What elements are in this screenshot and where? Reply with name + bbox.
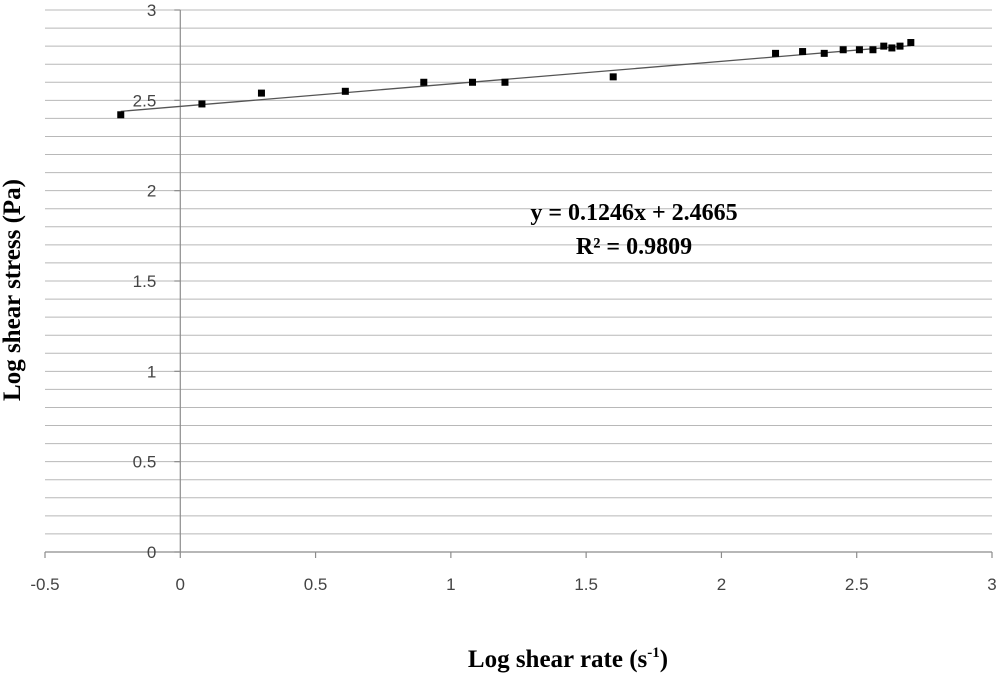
x-tick-label: 2.5 bbox=[845, 575, 869, 594]
x-tick-label: -0.5 bbox=[30, 575, 59, 594]
trendline bbox=[120, 44, 911, 112]
data-point bbox=[888, 44, 896, 52]
data-point bbox=[820, 49, 828, 57]
y-tick-label: 1 bbox=[147, 362, 156, 381]
axes bbox=[44, 9, 993, 558]
data-point bbox=[420, 78, 428, 86]
y-tick-label: 2 bbox=[147, 182, 156, 201]
data-points bbox=[117, 39, 915, 119]
y-tick-label: 3 bbox=[147, 1, 156, 20]
r-squared-label: R² = 0.9809 bbox=[576, 234, 692, 260]
x-tick-label: 2 bbox=[717, 575, 726, 594]
data-point bbox=[609, 73, 617, 81]
y-tick-label: 1.5 bbox=[133, 272, 157, 291]
data-point bbox=[469, 78, 477, 86]
trendline-group bbox=[120, 44, 911, 112]
x-tick-label: 1 bbox=[446, 575, 455, 594]
x-axis-title-close: ) bbox=[660, 646, 668, 673]
y-tick-label: 0 bbox=[147, 543, 156, 562]
data-point bbox=[799, 48, 807, 56]
x-axis-title-superscript: -1 bbox=[647, 645, 660, 661]
tick-labels: -0.5 0 0.5 1 1.5 2 2.5 3 0 0.5 1 1.5 2 2.5 3 bbox=[30, 1, 996, 594]
y-tick-label: 2.5 bbox=[133, 91, 157, 110]
x-tick-label: 0.5 bbox=[304, 575, 328, 594]
grid-lines bbox=[45, 9, 992, 535]
data-point bbox=[839, 46, 847, 54]
data-point bbox=[117, 111, 125, 119]
x-axis-title-text: Log shear rate (s bbox=[468, 646, 648, 673]
data-point bbox=[198, 100, 206, 108]
data-point bbox=[341, 87, 349, 95]
data-point bbox=[501, 78, 509, 86]
y-tick-label: 0.5 bbox=[133, 453, 157, 472]
data-point bbox=[257, 89, 265, 97]
data-point bbox=[896, 42, 904, 50]
data-point bbox=[907, 39, 915, 47]
data-point bbox=[855, 46, 863, 54]
y-axis-title: Log shear stress (Pa) bbox=[0, 179, 26, 401]
x-axis-title: Log shear rate (s-1) bbox=[468, 645, 668, 673]
x-tick-label: 0 bbox=[176, 575, 185, 594]
data-point bbox=[772, 49, 780, 57]
x-tick-label: 1.5 bbox=[574, 575, 598, 594]
trendline-equation: y = 0.1246x + 2.4665 bbox=[530, 200, 737, 226]
x-tick-label: 3 bbox=[987, 575, 996, 594]
data-point bbox=[869, 46, 877, 54]
data-point bbox=[880, 42, 888, 50]
